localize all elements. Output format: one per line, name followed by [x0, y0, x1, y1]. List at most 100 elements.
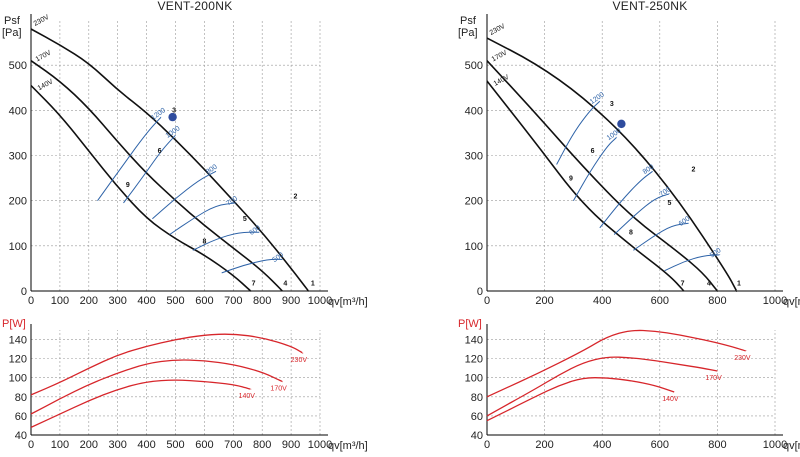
y-tick-label: 40 — [471, 430, 483, 442]
series-label: 140V — [662, 396, 679, 403]
y-tick-label: 80 — [15, 392, 27, 404]
pressure-curve-170V — [486, 60, 719, 292]
y-tick-label: 120 — [465, 354, 483, 366]
point-label: 2 — [293, 193, 297, 200]
point-label: 4 — [283, 281, 287, 288]
y-tick-label: 120 — [9, 354, 27, 366]
x-tick-label: 600 — [195, 439, 213, 451]
power-curve-140V — [30, 379, 252, 428]
y-tick-label: 60 — [15, 411, 27, 423]
speed-line-800 — [599, 170, 653, 229]
point-label: 7 — [681, 281, 685, 288]
x-tick-label: 900 — [282, 295, 300, 307]
x-tick-label: 800 — [253, 295, 271, 307]
point-label: 5 — [243, 216, 247, 223]
x-tick-label: 200 — [80, 439, 98, 451]
pressure-curve-140V — [486, 80, 685, 292]
pressure-curve-170V — [30, 60, 284, 292]
y-tick-label: 200 — [9, 196, 27, 208]
series-label: 170V — [35, 49, 53, 63]
series-label: 140V — [239, 393, 256, 400]
y-tick-label: 100 — [9, 241, 27, 253]
y-axis-label: Psf — [460, 15, 477, 27]
x-tick-label: 100 — [51, 295, 69, 307]
x-axis-label: qv[m³/h] — [328, 296, 368, 308]
point-label: 9 — [126, 182, 130, 189]
operating-point-marker — [168, 112, 177, 122]
x-tick-label: 200 — [535, 439, 553, 451]
x-tick-label: 600 — [195, 295, 213, 307]
x-tick-label: 1000 — [763, 439, 787, 451]
speed-label: 800 — [205, 163, 219, 175]
speed-label: 600 — [248, 224, 262, 236]
x-tick-label: 300 — [109, 295, 127, 307]
x-tick-label: 900 — [282, 439, 300, 451]
point-label: 3 — [610, 101, 614, 108]
series-label: 140V — [37, 78, 55, 92]
x-tick-label: 400 — [593, 439, 611, 451]
x-tick-label: 700 — [224, 439, 242, 451]
speed-line-1000 — [572, 136, 618, 201]
series-label: 230V — [734, 355, 751, 362]
speed-line-700 — [613, 193, 670, 235]
y-tick-label: 100 — [465, 373, 483, 385]
x-tick-label: 200 — [535, 295, 553, 307]
x-tick-label: 1000 — [308, 439, 332, 451]
y-tick-label: 500 — [9, 60, 27, 72]
y-tick-label: 0 — [477, 286, 483, 298]
x-tick-label: 800 — [708, 439, 726, 451]
x-tick-label: 0 — [28, 295, 34, 307]
point-label: 4 — [707, 281, 711, 288]
series-label: 230V — [33, 14, 51, 28]
speed-label: 700 — [659, 186, 673, 198]
y-axis-label: P[W] — [2, 318, 26, 330]
point-label: 3 — [172, 108, 176, 115]
series-label: 230V — [489, 23, 507, 37]
y-tick-label: 0 — [21, 286, 27, 298]
series-label: 170V — [270, 386, 287, 393]
y-tick-label: 300 — [9, 151, 27, 163]
point-label: 6 — [591, 148, 595, 155]
point-label: 9 — [569, 175, 573, 182]
speed-line-700 — [169, 202, 237, 235]
x-tick-label: 400 — [593, 295, 611, 307]
point-label: 8 — [629, 230, 633, 237]
series-label: 170V — [491, 49, 509, 63]
x-tick-label: 800 — [253, 439, 271, 451]
speed-line-600 — [192, 231, 260, 251]
y-tick-label: 140 — [465, 335, 483, 347]
x-tick-label: 500 — [166, 295, 184, 307]
point-label: 1 — [311, 281, 315, 288]
point-label: 1 — [737, 281, 741, 288]
y-tick-label: 140 — [9, 335, 27, 347]
y-tick-label: 80 — [471, 392, 483, 404]
y-tick-label: 100 — [465, 241, 483, 253]
point-label: 7 — [252, 281, 256, 288]
x-tick-label: 800 — [708, 295, 726, 307]
power-curve-230V — [30, 333, 304, 396]
operating-point-marker — [617, 119, 626, 129]
x-axis-label: qv[m³/h] — [783, 296, 800, 308]
x-tick-label: 200 — [80, 295, 98, 307]
y-axis-label: Psf — [4, 15, 21, 27]
y-tick-label: 400 — [465, 105, 483, 117]
point-label: 6 — [158, 148, 162, 155]
series-label: 140V — [493, 74, 511, 88]
power-curve-230V — [486, 329, 747, 398]
speed-line-1200 — [556, 100, 601, 165]
speed-line-500 — [664, 254, 721, 272]
x-tick-label: 700 — [224, 295, 242, 307]
x-tick-label: 1000 — [763, 295, 787, 307]
y-axis-unit: [Pa] — [458, 27, 478, 39]
x-tick-label: 0 — [28, 439, 34, 451]
y-tick-label: 40 — [15, 430, 27, 442]
point-label: 2 — [691, 166, 695, 173]
x-tick-label: 0 — [484, 439, 490, 451]
y-tick-label: 300 — [465, 151, 483, 163]
speed-line-1200 — [97, 116, 162, 201]
pressure-curve-140V — [30, 84, 252, 292]
chart-title: VENT-250NK — [612, 0, 687, 13]
power-curve-140V — [486, 377, 675, 422]
